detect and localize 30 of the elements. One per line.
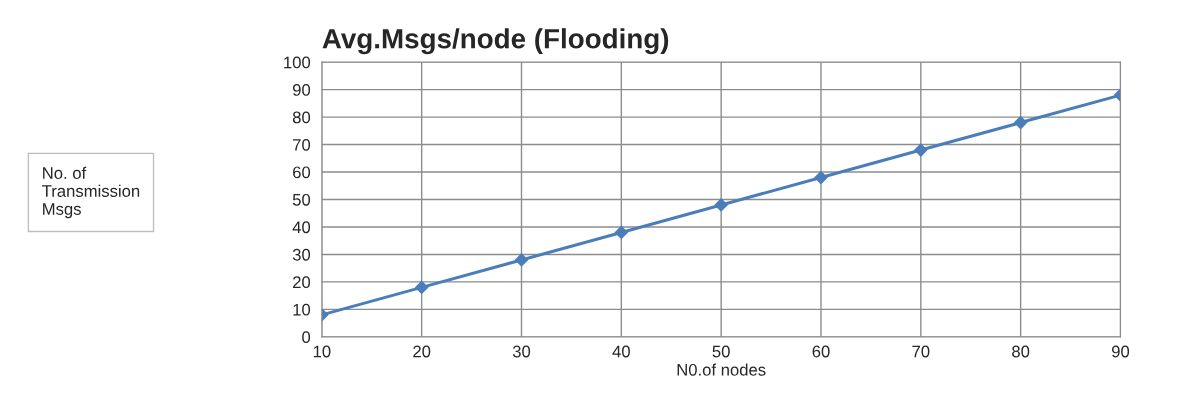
x-tick-label: 90 xyxy=(1111,345,1130,358)
x-tick-label: 50 xyxy=(712,345,730,358)
x-tick-label: 80 xyxy=(1012,345,1030,358)
y-tick-label: 30 xyxy=(292,248,311,261)
point xyxy=(814,170,828,185)
y-tick-label: 40 xyxy=(292,221,311,234)
chart-title: Avg.Msgs/node (Flooding) xyxy=(322,28,669,55)
point xyxy=(714,198,728,212)
y-tick-label: 20 xyxy=(293,276,311,289)
point xyxy=(1014,115,1028,130)
x-tick-label: 20 xyxy=(413,345,431,358)
point xyxy=(415,280,429,294)
y-tick-label: 90 xyxy=(292,84,311,96)
x-tick-label: 60 xyxy=(812,345,830,358)
x-tick-label: 10 xyxy=(313,345,331,358)
y-tick-label: 60 xyxy=(293,166,311,179)
x-tick-label: 30 xyxy=(512,345,531,358)
x-axis-title: N0.of nodes xyxy=(677,363,766,376)
y-tick-label: 10 xyxy=(293,303,311,316)
text: No. of Transmission Msgs xyxy=(42,166,140,219)
y-tick-label: 70 xyxy=(293,138,311,151)
x-tick-label: 40 xyxy=(612,345,630,358)
point xyxy=(914,143,928,157)
x-tick-label: 70 xyxy=(912,345,930,358)
y-tick-label: 100 xyxy=(284,56,311,69)
point xyxy=(614,225,628,240)
y-tick-label: 0 xyxy=(302,331,311,344)
y-tick-label: 80 xyxy=(292,111,311,124)
y-tick-label: 50 xyxy=(292,193,311,206)
point xyxy=(514,253,529,267)
